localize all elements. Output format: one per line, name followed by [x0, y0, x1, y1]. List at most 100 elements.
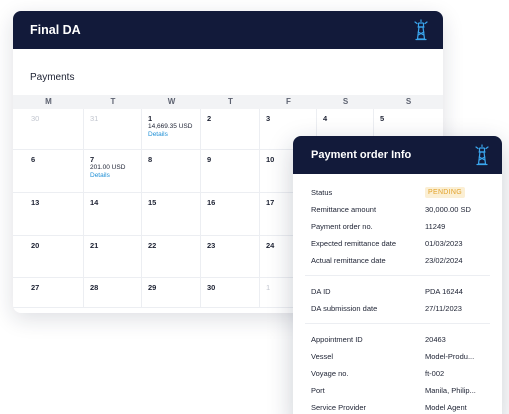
info-value: 23/02/2024: [425, 256, 463, 265]
calendar-day-cell[interactable]: 1 14,669.35 USD Details: [142, 109, 201, 150]
calendar-day-cell[interactable]: 2: [201, 109, 260, 150]
lighthouse-icon: [414, 19, 428, 41]
info-value: 27/11/2023: [425, 304, 462, 313]
info-row: Expected remittance date 01/03/2023: [311, 235, 490, 252]
info-label: Remittance amount: [311, 205, 377, 214]
info-row: Actual remittance date 23/02/2024: [311, 252, 490, 269]
day-number: 1: [266, 283, 271, 292]
day-number: 30: [31, 114, 40, 123]
day-number: 10: [266, 155, 275, 164]
info-value: PDA 16244: [425, 287, 463, 296]
day-number: 23: [207, 241, 216, 250]
lighthouse-icon: [475, 144, 489, 166]
info-value: Model-Produ...: [425, 352, 475, 361]
weekday-label: S: [405, 97, 412, 106]
day-number: 22: [148, 241, 157, 250]
day-number: 24: [266, 241, 275, 250]
info-row: Service Provider Model Agent: [311, 399, 490, 414]
info-row: Voyage no. ft-002: [311, 365, 490, 382]
info-row: Remittance amount 30,000.00 SD: [311, 201, 490, 218]
info-value: 01/03/2023: [425, 239, 463, 248]
calendar-day-cell[interactable]: 6: [13, 150, 84, 193]
day-number: 27: [31, 283, 40, 292]
weekday-label: F: [286, 97, 291, 106]
day-number: 21: [90, 241, 99, 250]
weekday-label: W: [167, 97, 176, 106]
info-label: Voyage no.: [311, 369, 349, 378]
calendar-day-cell[interactable]: 9: [201, 150, 260, 193]
calendar-day-cell[interactable]: 3: [260, 109, 317, 150]
calendar-day-cell[interactable]: 15: [142, 193, 201, 236]
payment-order-info-panel: Payment order Info Status PENDING Remittan…: [293, 136, 502, 414]
info-value: Model Agent: [425, 403, 467, 412]
weekday-label: M: [45, 97, 52, 106]
payment-details-link[interactable]: Details: [148, 131, 168, 138]
payment-order-details: Status PENDING Remittance amount 30,000.00 …: [293, 174, 502, 414]
day-number: 13: [31, 198, 40, 207]
info-row: Appointment ID 20463: [311, 331, 490, 348]
info-row: Payment order no. 11249: [311, 218, 490, 235]
info-row: DA ID PDA 16244: [311, 283, 490, 300]
calendar-day-cell[interactable]: 29: [142, 278, 201, 308]
calendar-day-cell[interactable]: 16: [201, 193, 260, 236]
calendar-day-cell[interactable]: 30: [13, 109, 84, 150]
status-badge: PENDING: [425, 187, 465, 198]
day-number: 3: [266, 114, 271, 123]
info-row: DA submission date 27/11/2023: [311, 300, 490, 317]
payment-order-header: Payment order Info: [293, 136, 502, 174]
calendar-day-cell[interactable]: 22: [142, 236, 201, 278]
payment-amount: 201.00 USD: [90, 164, 126, 171]
info-value: Manila, Philip...: [425, 386, 476, 395]
day-number: 14: [90, 198, 99, 207]
weekday-label: S: [342, 97, 349, 106]
payment-details-link[interactable]: Details: [90, 172, 110, 179]
calendar-day-cell[interactable]: 23: [201, 236, 260, 278]
section-divider: [305, 323, 490, 324]
info-label: Status: [311, 188, 333, 197]
calendar-day-cell[interactable]: 7 201.00 USD Details: [84, 150, 142, 193]
calendar-day-cell[interactable]: 8: [142, 150, 201, 193]
info-label: DA submission date: [311, 304, 378, 313]
day-number: 16: [207, 198, 216, 207]
day-number: 4: [323, 114, 328, 123]
day-number: 7: [90, 155, 95, 164]
info-label: Port: [311, 386, 325, 395]
day-number: 2: [207, 114, 212, 123]
info-value: 30,000.00 SD: [425, 205, 471, 214]
payment-order-title: Payment order Info: [311, 149, 412, 161]
day-number: 20: [31, 241, 40, 250]
day-number: 31: [90, 114, 99, 123]
info-label: Service Provider: [311, 403, 367, 412]
info-label: DA ID: [311, 287, 331, 296]
calendar-day-cell[interactable]: 21: [84, 236, 142, 278]
calendar-day-cell[interactable]: 14: [84, 193, 142, 236]
calendar-day-cell[interactable]: 31: [84, 109, 142, 150]
info-value: 11249: [425, 222, 446, 231]
calendar-day-cell[interactable]: 30: [201, 278, 260, 308]
calendar-day-cell[interactable]: 20: [13, 236, 84, 278]
day-number: 1: [148, 114, 153, 123]
info-label: Expected remittance date: [311, 239, 397, 248]
day-number: 15: [148, 198, 157, 207]
day-number: 29: [148, 283, 157, 292]
day-number: 9: [207, 155, 212, 164]
section-divider: [305, 275, 490, 276]
info-value: ft-002: [425, 369, 445, 378]
final-da-title: Final DA: [30, 23, 81, 37]
payment-amount: 14,669.35 USD: [148, 123, 193, 130]
info-value: 20463: [425, 335, 446, 344]
info-label: Payment order no.: [311, 222, 373, 231]
info-row: Vessel Model-Produ...: [311, 348, 490, 365]
weekday-label: T: [228, 97, 233, 106]
day-number: 28: [90, 283, 99, 292]
calendar-day-cell[interactable]: 28: [84, 278, 142, 308]
info-label: Appointment ID: [311, 335, 363, 344]
final-da-header: Final DA: [13, 11, 443, 49]
info-row: Status PENDING: [311, 184, 490, 201]
calendar-day-cell[interactable]: 13: [13, 193, 84, 236]
info-row: Port Manila, Philip...: [311, 382, 490, 399]
calendar-day-cell[interactable]: 27: [13, 278, 84, 308]
day-number: 6: [31, 155, 36, 164]
weekday-label: T: [110, 97, 116, 106]
